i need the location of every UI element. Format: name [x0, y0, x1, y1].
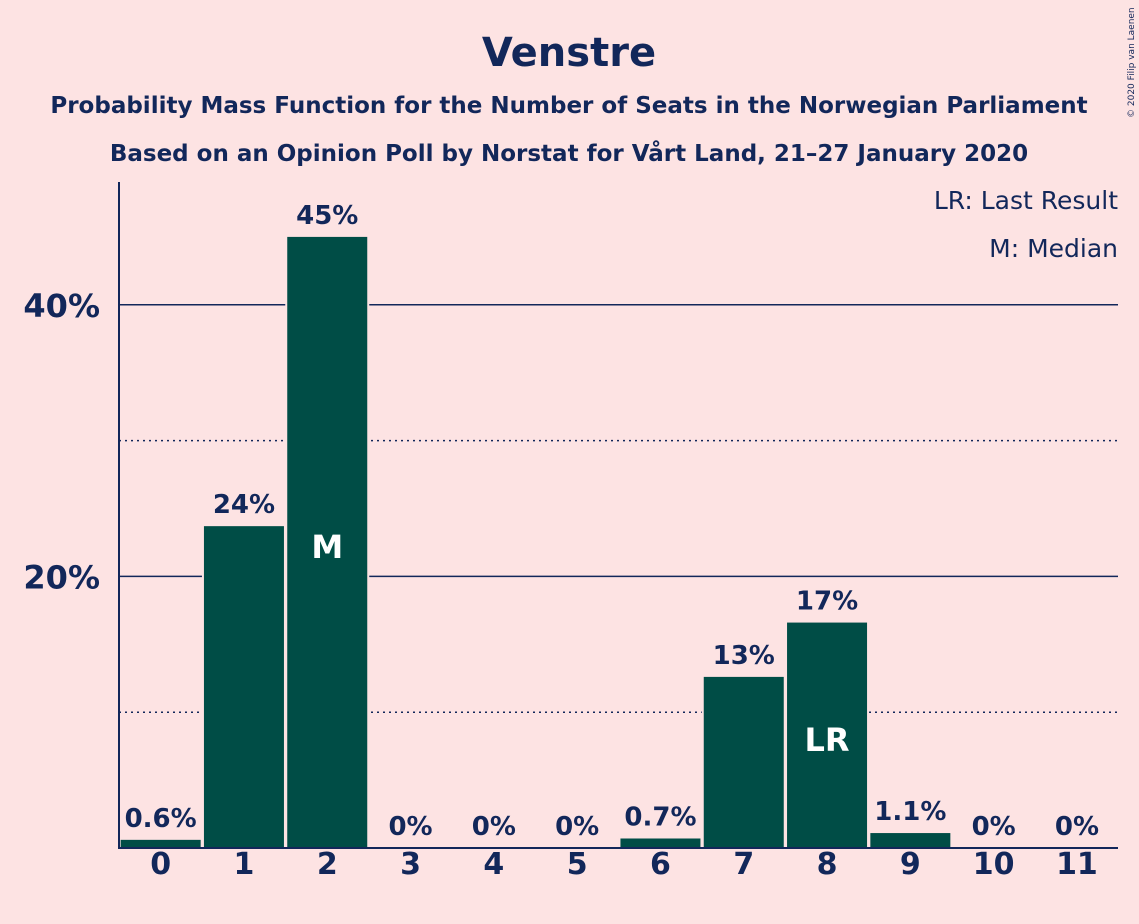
data-label: 0% [1055, 812, 1099, 842]
x-tick-label: 9 [900, 847, 921, 882]
data-label: 0% [388, 812, 432, 842]
x-tick-label: 5 [567, 847, 588, 882]
bar [620, 838, 701, 848]
x-tick-label: 11 [1056, 847, 1098, 882]
x-tick-label: 2 [317, 847, 338, 882]
x-tick-label: 4 [483, 847, 504, 882]
chart-subtitle-1: Probability Mass Function for the Number… [50, 93, 1087, 119]
bar [787, 622, 868, 848]
data-label: 13% [713, 641, 775, 671]
y-tick-label: 20% [23, 558, 100, 596]
copyright-notice: © 2020 Filip van Laenen [1127, 7, 1137, 118]
bars [118, 234, 953, 848]
x-tick-label: 3 [400, 847, 421, 882]
data-label: 17% [796, 587, 858, 617]
data-label: 1.1% [874, 797, 946, 827]
data-label: 24% [213, 490, 275, 520]
legend-last-result: LR: Last Result [934, 186, 1118, 215]
bar [287, 236, 368, 848]
x-tick-label: 8 [817, 847, 838, 882]
data-label: 0.7% [624, 802, 696, 832]
data-label: 45% [296, 201, 358, 231]
data-label: 0% [972, 812, 1016, 842]
x-tick-label: 7 [733, 847, 754, 882]
x-tick-label: 0 [150, 847, 171, 882]
bar [203, 526, 284, 848]
bar-inner-label: M [311, 528, 343, 566]
x-tick-label: 1 [234, 847, 255, 882]
chart-title: Venstre [482, 30, 656, 76]
x-tick-label: 10 [973, 847, 1015, 882]
y-tick-label: 40% [23, 287, 100, 325]
bar-inner-label: LR [805, 721, 850, 759]
bar [870, 833, 951, 848]
bar [120, 839, 201, 848]
x-tick-label: 6 [650, 847, 671, 882]
data-labels: 0.6% 24% 45% M 0% 0% 0% 0.7% 13% 17% LR 1.1% 0% 0% [125, 201, 1099, 842]
data-label: 0% [472, 812, 516, 842]
data-label: 0.6% [125, 804, 197, 834]
axes: 20% 40% 0 1 2 3 4 5 6 7 8 9 10 11 [23, 182, 1118, 882]
data-label: 0% [555, 812, 599, 842]
legend-median: M: Median [989, 234, 1118, 263]
bar [703, 676, 784, 848]
chart-subtitle-2: Based on an Opinion Poll by Norstat for … [110, 140, 1028, 167]
